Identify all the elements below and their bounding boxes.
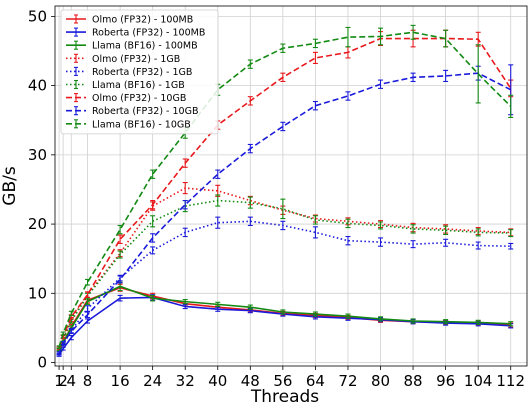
x-tick-label: 72 bbox=[338, 372, 357, 390]
legend-label: Llama (BF16) - 10GB bbox=[92, 119, 191, 130]
y-tick-label: 50 bbox=[28, 7, 47, 25]
legend-item: Llama (BF16) - 100MB bbox=[66, 40, 198, 52]
x-tick-label: 2 bbox=[58, 372, 68, 390]
legend-item: Llama (BF16) - 10GB bbox=[66, 119, 191, 130]
legend: Olmo (FP32) - 100MB Roberta (FP32) - 100M… bbox=[60, 9, 219, 135]
x-tick-label: 4 bbox=[67, 372, 77, 390]
x-tick-label: 80 bbox=[371, 372, 390, 390]
legend-label: Olmo (FP32) - 100MB bbox=[92, 15, 193, 26]
legend-item: Olmo (FP32) - 100MB bbox=[66, 14, 193, 26]
y-tick-label: 10 bbox=[28, 284, 47, 302]
legend-item: Roberta (FP32) - 10GB bbox=[66, 106, 198, 117]
legend-label: Roberta (FP32) - 100MB bbox=[92, 28, 205, 39]
legend-label: Olmo (FP32) - 1GB bbox=[92, 54, 180, 65]
series-line bbox=[58, 187, 511, 350]
x-tick-label: 24 bbox=[143, 372, 162, 390]
x-tick-label: 56 bbox=[273, 372, 292, 390]
legend-label: Olmo (FP32) - 10GB bbox=[92, 93, 186, 104]
series-layer bbox=[56, 24, 514, 357]
axis-layer: 124 8 16 24 32 40 48 56 64 72 80 88 96 104 11201020304… bbox=[28, 5, 528, 390]
x-axis-label: Threads bbox=[250, 387, 319, 407]
x-tick-label: 96 bbox=[436, 372, 455, 390]
legend-item: Llama (BF16) - 1GB bbox=[66, 79, 185, 91]
x-tick-label: 32 bbox=[176, 372, 195, 390]
y-axis-label: GB/s bbox=[0, 166, 20, 206]
legend-label: Roberta (FP32) - 1GB bbox=[92, 67, 192, 78]
plot-frame bbox=[54, 5, 528, 367]
x-tick-label: 40 bbox=[208, 372, 227, 390]
legend-label: Llama (BF16) - 100MB bbox=[92, 41, 198, 52]
legend-item: Roberta (FP32) - 100MB bbox=[66, 27, 205, 39]
x-tick-label: 88 bbox=[404, 372, 423, 390]
x-tick-label: 16 bbox=[111, 372, 130, 390]
x-tick-label: 104 bbox=[464, 372, 493, 390]
legend-item: Olmo (FP32) - 10GB bbox=[66, 93, 186, 104]
x-tick-label: 8 bbox=[83, 372, 93, 390]
y-tick-label: 40 bbox=[28, 77, 47, 95]
series-group bbox=[56, 281, 514, 352]
y-tick-label: 30 bbox=[28, 146, 47, 164]
series-group bbox=[56, 24, 514, 350]
series-group bbox=[56, 64, 514, 356]
x-tick-label: 112 bbox=[496, 372, 525, 390]
x-tick-label: 1 bbox=[54, 372, 64, 390]
legend-item: Roberta (FP32) - 1GB bbox=[66, 66, 192, 78]
legend-box bbox=[60, 9, 219, 135]
x-tick-label: 64 bbox=[306, 372, 325, 390]
y-tick-label: 20 bbox=[28, 215, 47, 233]
y-tick-label: 0 bbox=[37, 354, 47, 372]
legend-item: Olmo (FP32) - 1GB bbox=[66, 53, 180, 65]
x-tick-label: 48 bbox=[241, 372, 260, 390]
legend-label: Llama (BF16) - 1GB bbox=[92, 80, 185, 91]
legend-label: Roberta (FP32) - 10GB bbox=[92, 106, 198, 117]
